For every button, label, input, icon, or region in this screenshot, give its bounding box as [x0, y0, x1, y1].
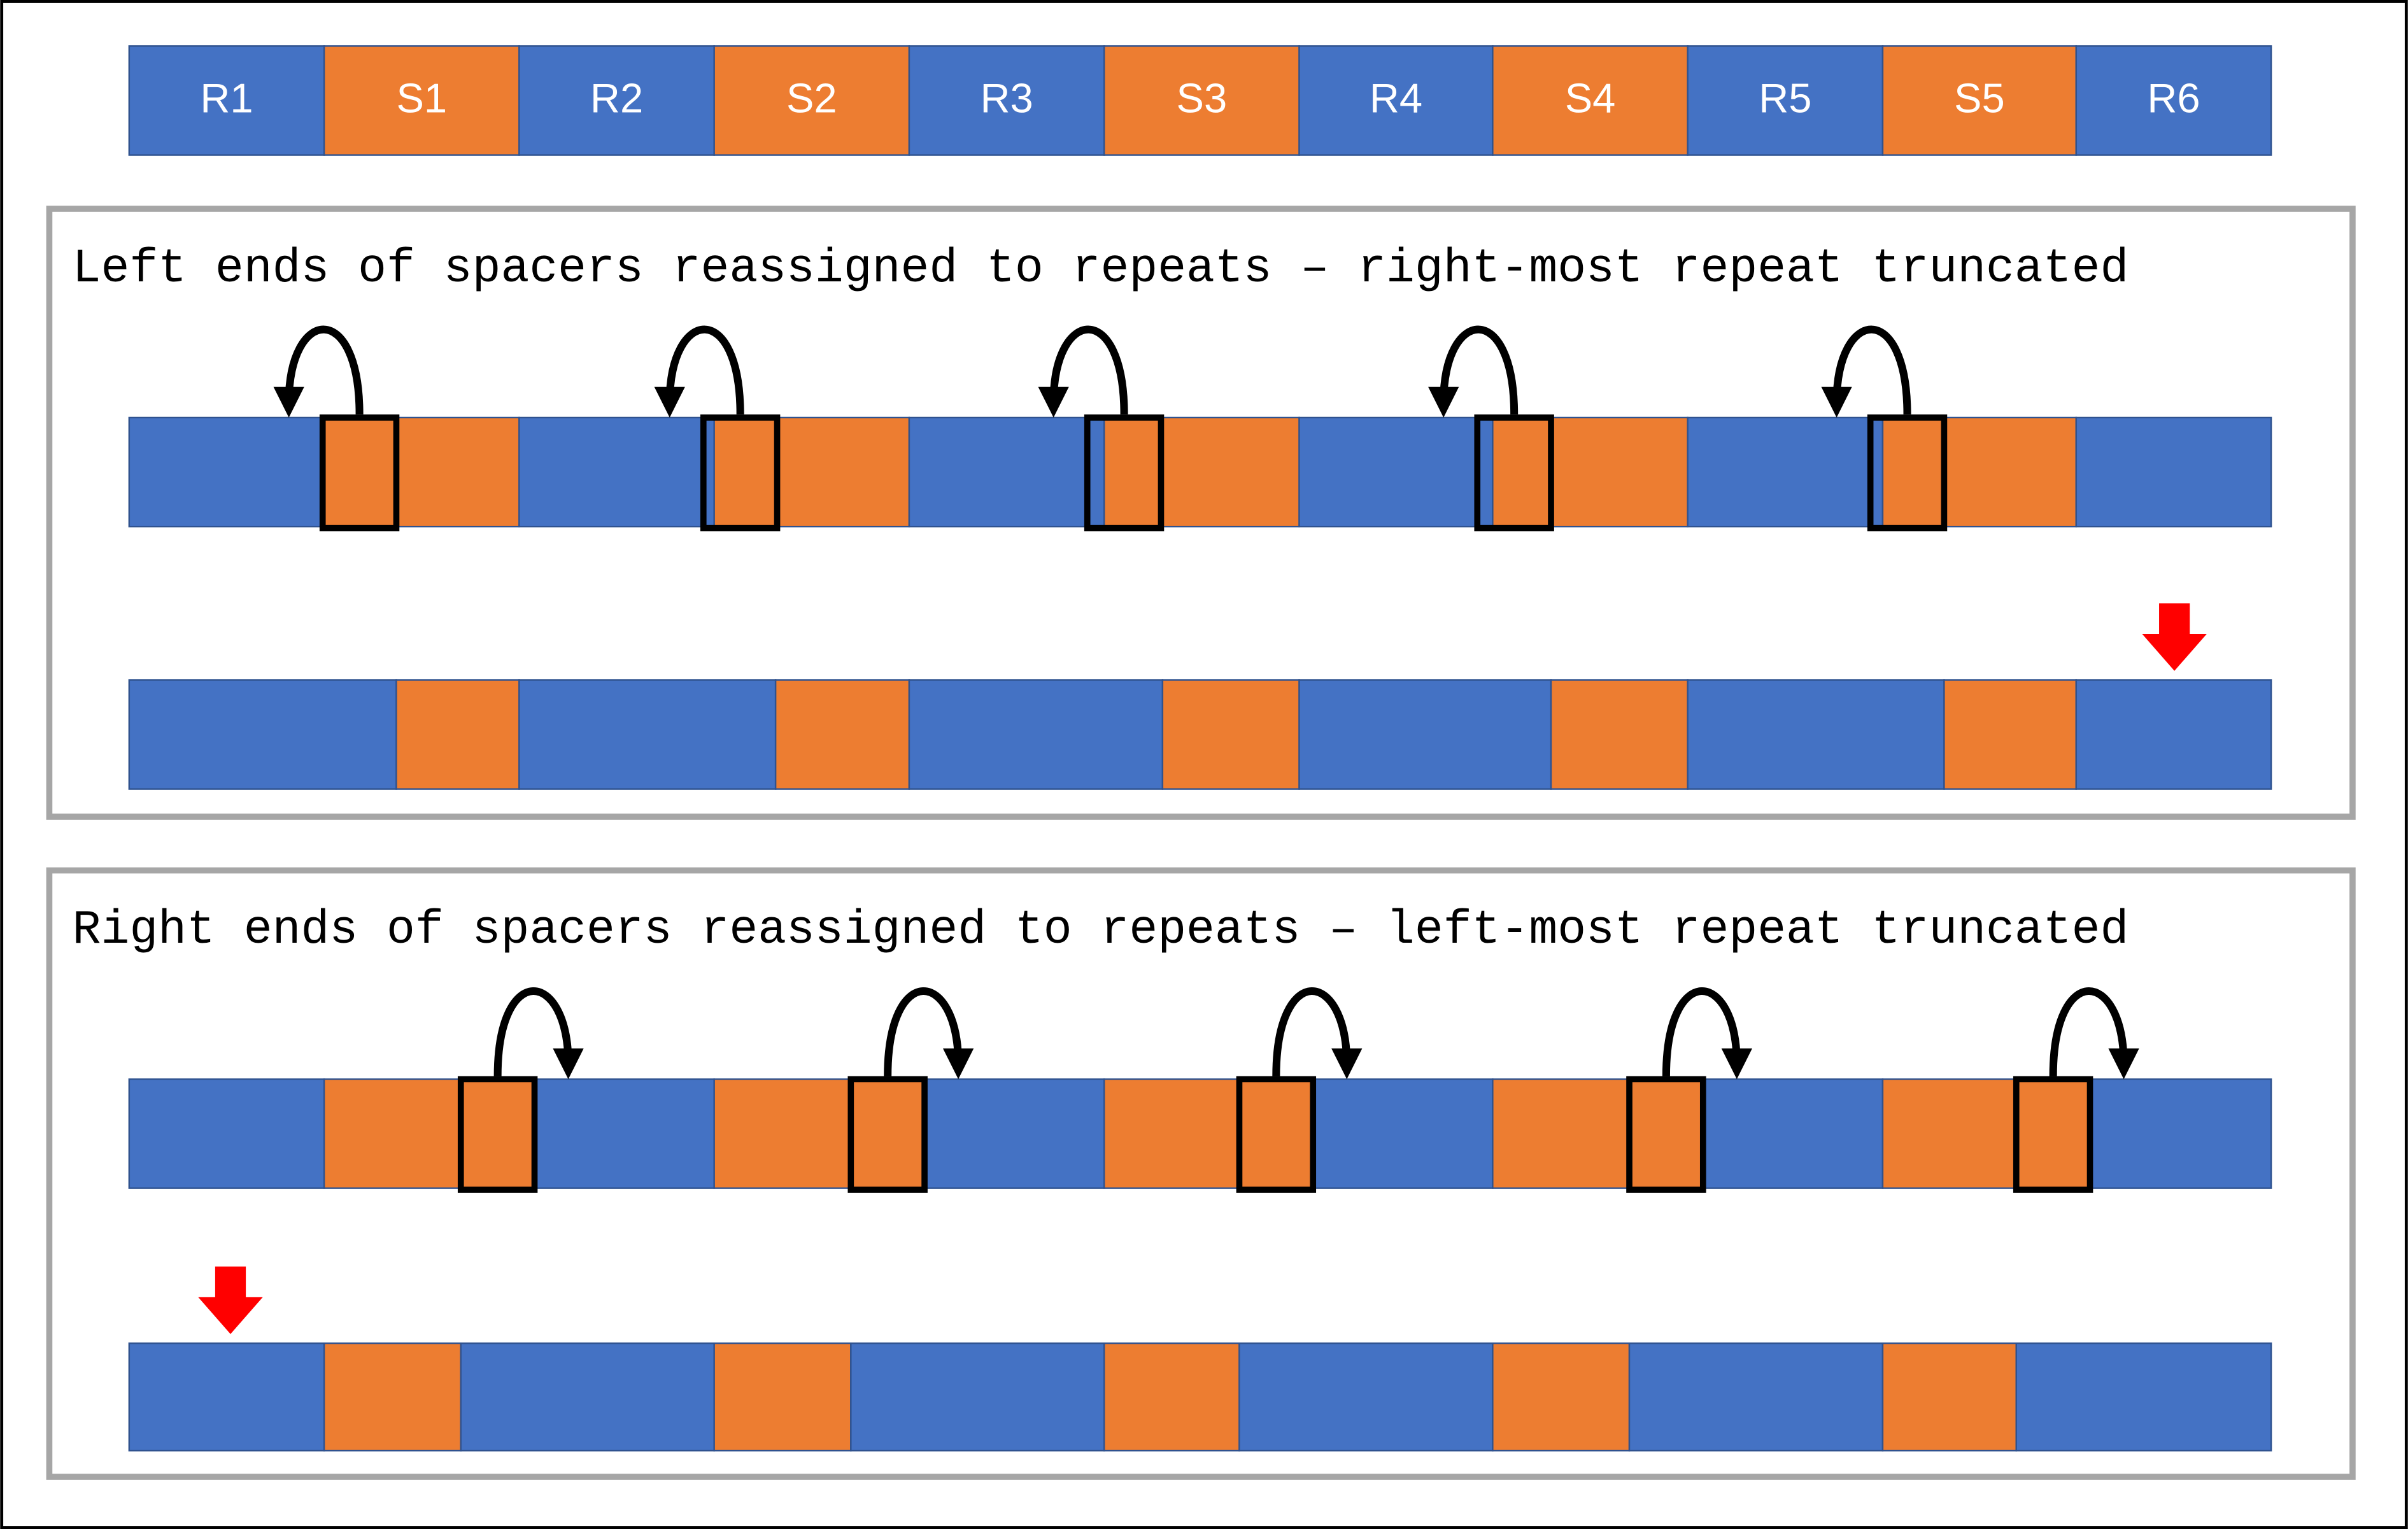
segment: [128, 679, 397, 790]
segment: [1312, 1078, 1494, 1189]
segment: [713, 1342, 852, 1452]
segment: [1492, 416, 1689, 528]
segment: [323, 1342, 462, 1452]
segment: [323, 1078, 535, 1189]
curved-arrow: [1038, 325, 1128, 418]
segment: [1103, 416, 1300, 528]
segment: [908, 45, 1105, 156]
segment: [2075, 45, 2272, 156]
segment: [1298, 416, 1494, 528]
segment: [1103, 1078, 1314, 1189]
curved-arrow: [884, 987, 974, 1080]
segment: [395, 679, 520, 790]
segment: [1492, 1342, 1631, 1452]
highlight-box: [1626, 1076, 1706, 1193]
highlight-box: [700, 414, 781, 532]
segment: [518, 679, 777, 790]
curved-arrow: [2049, 987, 2139, 1080]
curved-arrow: [1428, 325, 1519, 418]
segment: [713, 45, 910, 156]
segment: [922, 1078, 1105, 1189]
segment: [713, 1078, 924, 1189]
highlight-box: [1867, 414, 1948, 532]
segment: [1550, 679, 1689, 790]
segment: [128, 416, 325, 528]
segment-label: R6: [2147, 74, 2200, 121]
segment: [128, 1078, 325, 1189]
segment: [518, 45, 715, 156]
segment-label: S4: [1565, 74, 1616, 121]
segment-label: R3: [980, 74, 1033, 121]
segment: [2015, 1342, 2272, 1452]
highlight-box: [847, 1076, 928, 1193]
segment-label: R5: [1759, 74, 1811, 121]
highlight-box: [2013, 1076, 2093, 1193]
segment: [1103, 45, 1300, 156]
segment-label: R1: [200, 74, 253, 121]
highlight-box: [1084, 414, 1165, 532]
segment: [1161, 679, 1300, 790]
segment: [908, 679, 1164, 790]
section-title: Left ends of spacers reassigned to repea…: [73, 243, 2129, 296]
segment: [323, 45, 520, 156]
highlight-box: [319, 414, 400, 532]
segment: [2075, 416, 2272, 528]
segment: [1881, 416, 2078, 528]
curved-arrow: [273, 325, 364, 418]
segment: [850, 1342, 1105, 1452]
segment-label: R2: [590, 74, 643, 121]
segment: [1687, 416, 1884, 528]
segment: [128, 45, 325, 156]
segment: [323, 416, 520, 528]
section-title: Right ends of spacers reassigned to repe…: [73, 904, 2129, 957]
segment: [1492, 1078, 1703, 1189]
curved-arrow: [1662, 987, 1752, 1080]
curved-arrow: [1272, 987, 1363, 1080]
segment: [1687, 679, 1945, 790]
segment: [774, 679, 910, 790]
segment-label: S1: [396, 74, 447, 121]
segment: [1943, 679, 2078, 790]
highlight-box: [457, 1076, 538, 1193]
segment: [1881, 1342, 2017, 1452]
highlight-box: [1474, 414, 1554, 532]
section-box: [46, 867, 2356, 1480]
segment: [1881, 1078, 2091, 1189]
segment: [1687, 45, 1884, 156]
segment-label: S3: [1177, 74, 1228, 121]
segment: [1238, 1342, 1494, 1452]
rows: R1 S1 R2 S2 R3 S3 R4 S4 R5 S5 R6: [128, 45, 2272, 1452]
segment-label: S5: [1954, 74, 2005, 121]
curved-arrow: [493, 987, 584, 1080]
segment: [2075, 679, 2272, 790]
segment: [128, 1342, 325, 1452]
section-box: [46, 206, 2356, 820]
segment-label: S2: [786, 74, 837, 121]
segment: [534, 1078, 715, 1189]
segment: [908, 416, 1105, 528]
highlight-box: [1236, 1076, 1317, 1193]
segment: [1103, 1342, 1240, 1452]
segment: [460, 1342, 715, 1452]
segment: [1298, 679, 1552, 790]
curved-arrow: [654, 325, 744, 418]
segment: [1492, 45, 1689, 156]
red-arrow: [198, 1266, 263, 1334]
red-arrow: [2142, 603, 2207, 671]
segment: [2089, 1078, 2272, 1189]
segment-label: R4: [1370, 74, 1422, 121]
segment: [1701, 1078, 1884, 1189]
segment: [518, 416, 715, 528]
segment: [1628, 1342, 1884, 1452]
curved-arrow: [1821, 325, 1911, 418]
segment: [713, 416, 910, 528]
